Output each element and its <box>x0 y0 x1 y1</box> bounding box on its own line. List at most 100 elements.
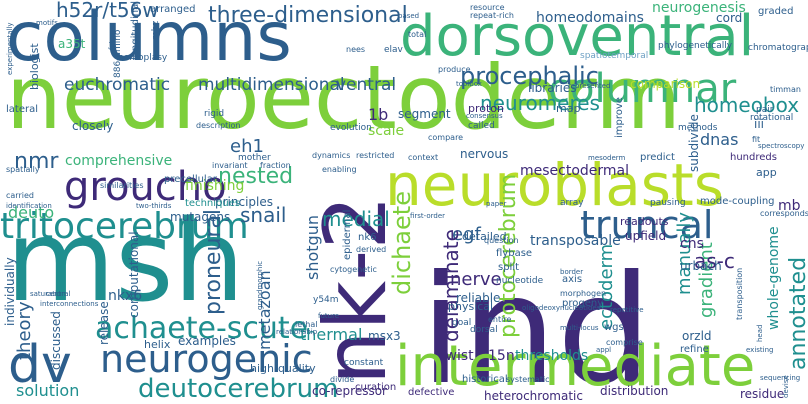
word-nerve: nerve <box>450 269 502 290</box>
word-ectoderm: ectoderm <box>596 244 617 330</box>
word-dynamics: dynamics <box>312 151 350 160</box>
word-represented: represented <box>568 82 610 90</box>
word-hundreds: hundreds <box>730 152 777 163</box>
word-neuromeres: neuromeres <box>480 91 600 115</box>
word-mb: mb <box>778 198 801 214</box>
word-columns: columns <box>6 0 292 77</box>
word-description: description <box>196 121 240 130</box>
word-invariant: invariant <box>212 161 248 170</box>
word-improve: improve <box>614 97 625 138</box>
word-morphogen: morphogen <box>560 289 606 298</box>
word-central: central <box>46 290 71 298</box>
word-spectroscopy: spectroscopy <box>758 142 804 150</box>
word-goal: goal <box>452 318 471 328</box>
word-scale: scale <box>368 123 404 139</box>
word-elav: elav <box>384 45 404 55</box>
word-neurogenic: neurogenic <box>100 337 313 381</box>
word-biologist: biologist <box>28 43 41 90</box>
word-total: total <box>408 30 426 39</box>
word-paper: paper <box>486 200 506 208</box>
word-physical: physical <box>448 300 493 313</box>
word-as-c: as-c <box>694 249 735 273</box>
word-spatially: spatially <box>6 165 40 174</box>
word-grandmorphic: grandmorphic <box>256 261 264 310</box>
word-orzld: orzld <box>682 329 712 343</box>
word-interconnections: interconnections <box>40 300 99 308</box>
word-restricted: restricted <box>356 151 394 160</box>
word-intermediate: intermediate <box>395 334 755 399</box>
word-refine: refine <box>680 344 709 355</box>
word-pair: pair <box>756 105 774 115</box>
word-precellular: precellular <box>164 174 218 185</box>
word-neuroectoderm: neuroectoderm <box>6 46 681 149</box>
word-map: map <box>556 102 580 115</box>
word-resource: resource <box>470 3 505 12</box>
word-compare: compare <box>428 133 463 142</box>
word-readouts: readouts <box>620 215 669 228</box>
word-epidermal: epidermal <box>342 210 353 260</box>
word-segment: segment <box>398 107 451 121</box>
word-saturation: saturation <box>30 290 66 298</box>
word-nested: nested <box>218 164 293 189</box>
word-distribution: distribution <box>600 384 668 398</box>
word-cytogenetic: cytogenetic <box>330 265 377 274</box>
word-repeat-rich: repeat-rich <box>470 11 514 20</box>
word-truncal: truncal <box>580 203 713 247</box>
word-achaete-scute: achaete-scute <box>95 311 308 346</box>
word-886-amino: 886-amino <box>113 29 123 78</box>
word-multi-locus: multi-locus <box>560 324 599 332</box>
word-similarities: similarities <box>100 181 144 190</box>
word-heterochromatic: heterochromatic <box>484 389 583 403</box>
word-mesectodermal: mesectodermal <box>520 163 629 179</box>
word-comparison: comparison <box>630 77 700 91</box>
word-groucho: groucho <box>64 164 227 210</box>
word-longitudinal: longitudinal <box>130 1 141 60</box>
word-historical: historical <box>462 374 508 385</box>
word-reliable: reliable <box>456 291 500 305</box>
word-ind: ind <box>420 244 652 404</box>
word-timman: timman <box>770 85 801 94</box>
word-closely: closely <box>72 119 113 133</box>
word-existing: existing <box>746 346 774 354</box>
word-neurogenesis: neurogenesis <box>652 0 746 16</box>
word-examples: examples <box>178 334 236 348</box>
word-thresholds: thresholds <box>515 348 588 364</box>
word-snail: snail <box>240 203 286 227</box>
word-shotgun: shotgun <box>303 215 322 280</box>
word-systematic: systematic <box>506 375 550 384</box>
word-produce: produce <box>438 65 471 74</box>
word-head: head <box>756 325 764 342</box>
word-whole-genome: whole-genome <box>766 226 782 330</box>
word-border: border <box>560 268 583 276</box>
word-mhz: mhz <box>151 21 161 40</box>
word-release: release <box>97 301 111 345</box>
word-array: array <box>560 198 584 208</box>
word-libraries: libraries <box>528 81 576 95</box>
word-dnas: dnas <box>700 130 738 149</box>
word-upfield: upfield <box>625 229 666 243</box>
word-detailed: detailed <box>462 230 507 243</box>
word-based: based <box>398 12 419 20</box>
word-flybase: flybase <box>496 248 532 259</box>
word-dorsoventral: dorsoventral <box>400 4 754 69</box>
word-transposition: transposition <box>735 268 744 320</box>
word-neuroblasts: neuroblasts <box>385 151 724 219</box>
word-a35t: a35t <box>58 37 86 51</box>
word-motifs: motifs <box>36 19 58 27</box>
word-iii: iii <box>754 117 764 131</box>
word-carried: carried <box>6 191 34 200</box>
word-progeny: progeny <box>562 298 603 309</box>
word-two-thirds: two-thirds <box>136 202 172 210</box>
word-sequencing: sequencing <box>760 374 800 382</box>
word-transposable: transposable <box>530 233 621 249</box>
word-nees: nees <box>346 45 365 54</box>
word-msx3: msx3 <box>368 329 401 343</box>
word-nk6: nk6 <box>358 232 377 243</box>
word-helix: helix <box>144 338 171 351</box>
word-repetitive: repetitive <box>610 306 644 314</box>
word-identification: identification <box>6 202 52 210</box>
word-high-quality: high-quality <box>250 362 316 375</box>
word-proton: proton <box>468 102 504 115</box>
